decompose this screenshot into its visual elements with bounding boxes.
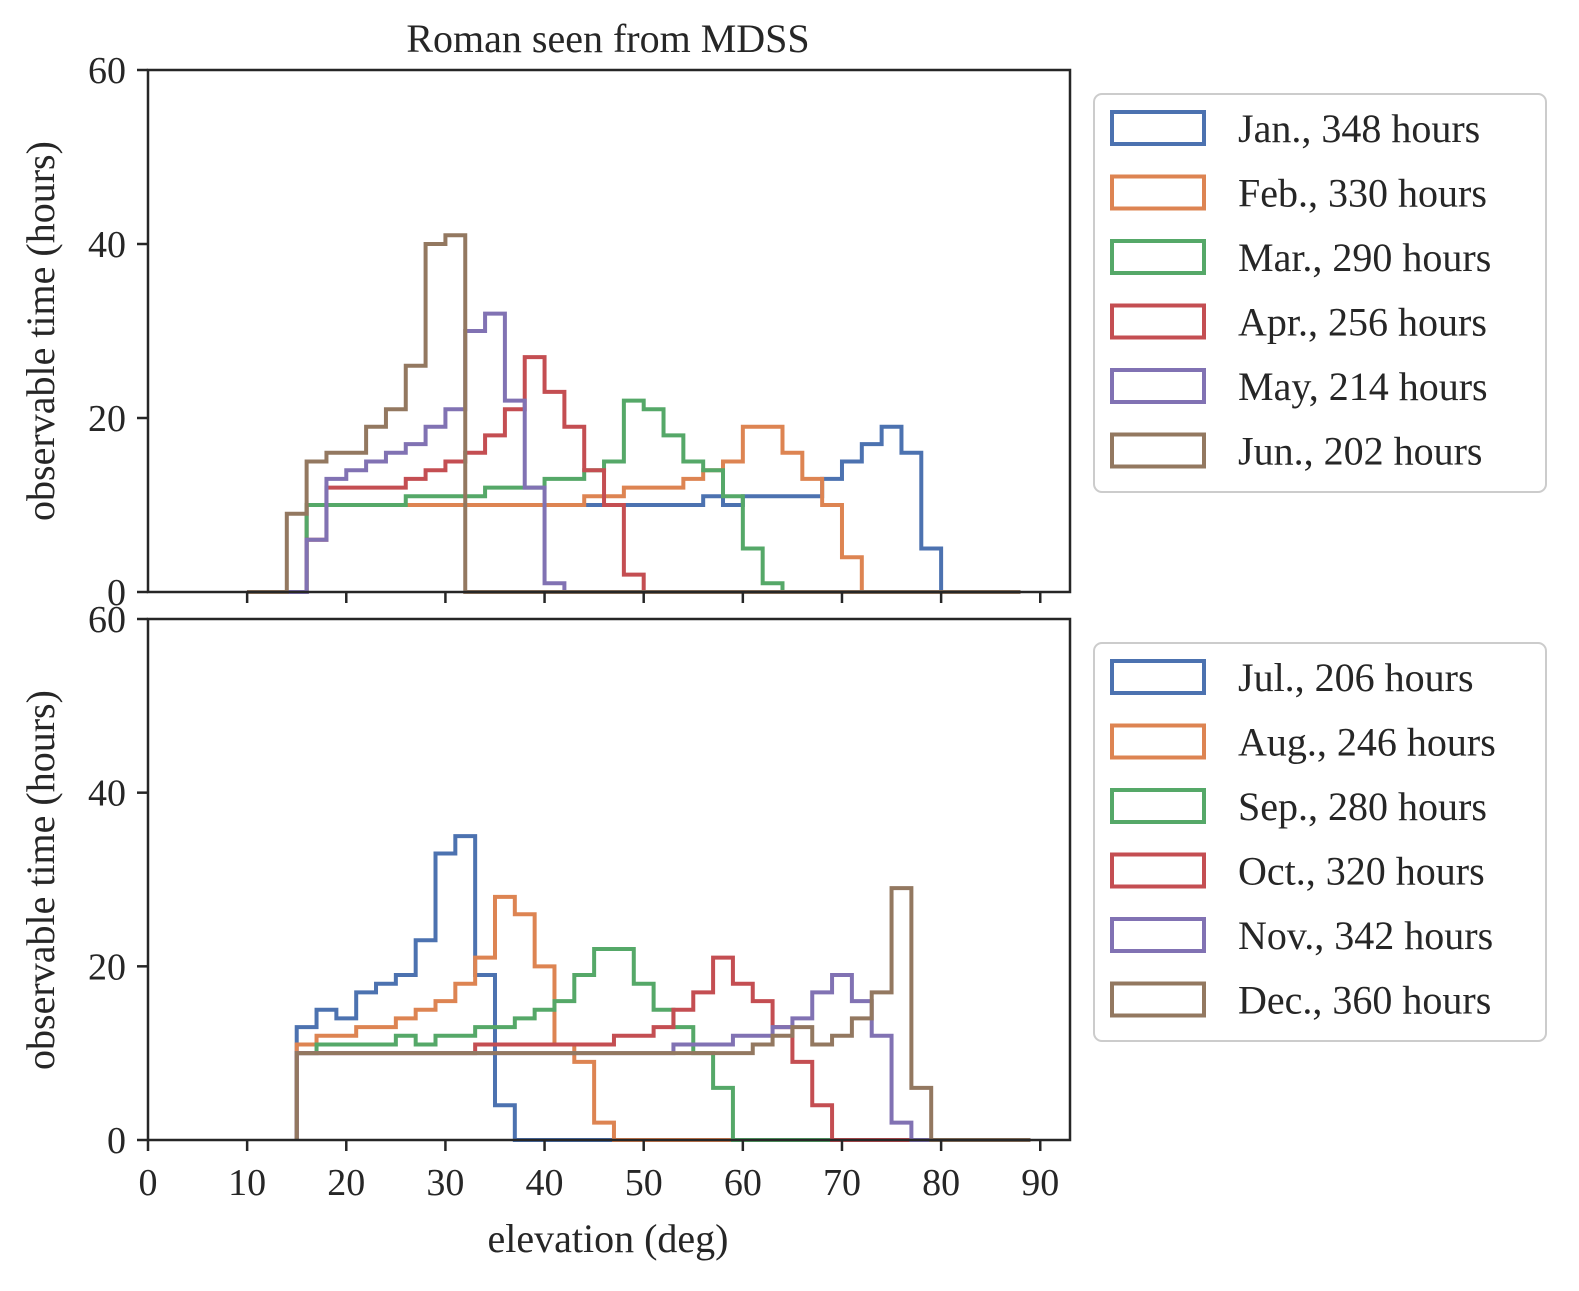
y-tick-label: 60 (88, 50, 126, 92)
x-tick-label: 20 (327, 1162, 365, 1204)
x-tick-label: 40 (526, 1162, 564, 1204)
legend-label: Jul., 206 hours (1238, 655, 1474, 700)
y-tick-label: 40 (88, 224, 126, 266)
legend-label: Sep., 280 hours (1238, 784, 1487, 829)
y-tick-label: 20 (88, 946, 126, 988)
legend-label: Feb., 330 hours (1238, 171, 1487, 216)
legend-swatch (1110, 303, 1206, 340)
bottom-histogram-panel: 0 20 40 60 0 10 20 30 40 50 60 70 80 90 (88, 599, 1072, 1204)
legend-swatch (1110, 368, 1206, 404)
legend-label: Oct., 320 hours (1238, 849, 1485, 894)
chart-title: Roman seen from MDSS (406, 16, 809, 61)
legend-swatch (1110, 852, 1206, 889)
legend-box (1093, 93, 1547, 493)
legend-label: Dec., 360 hours (1238, 978, 1491, 1023)
legend-swatch (1110, 110, 1206, 146)
x-axis-label: elevation (deg) (488, 1216, 729, 1261)
legend-label: Apr., 256 hours (1238, 300, 1487, 345)
series-line-sep (294, 946, 1031, 1142)
legend-swatch (1110, 239, 1206, 275)
y-tick-label: 60 (88, 599, 126, 641)
series-line-jun (247, 233, 1021, 594)
axes-frame (146, 617, 1072, 1142)
legend-label: Nov., 342 hours (1238, 913, 1493, 958)
series-line-aug (294, 894, 1031, 1142)
legend-swatch (1110, 981, 1206, 1018)
axes-frame (146, 68, 1072, 594)
y-tick-label: 0 (107, 1120, 126, 1162)
legend-swatch (1110, 174, 1206, 211)
legend-swatch (1110, 723, 1206, 760)
legend-swatch (1110, 788, 1206, 824)
y-tick-label: 20 (88, 398, 126, 440)
x-tick-label: 10 (228, 1162, 266, 1204)
legend-label: Jan., 348 hours (1238, 106, 1480, 151)
series-line-apr (247, 355, 1021, 594)
legend-label: Jun., 202 hours (1238, 429, 1482, 474)
bottom-y-axis-label: observable time (hours) (18, 690, 63, 1070)
legend-label: May, 214 hours (1238, 364, 1488, 409)
x-tick-label: 60 (724, 1162, 762, 1204)
y-tick-label: 0 (107, 572, 126, 614)
legend-swatch (1110, 659, 1206, 695)
legend-label: Aug., 246 hours (1238, 720, 1496, 765)
series-line-oct (294, 955, 1031, 1142)
top-legend: Jan., 348 hours Feb., 330 hours Mar., 290 … (1093, 93, 1547, 493)
x-tick-label: 30 (426, 1162, 464, 1204)
x-tick-label: 90 (1021, 1162, 1059, 1204)
x-tick-label: 0 (139, 1162, 158, 1204)
series-line-dec (294, 886, 1031, 1142)
top-histogram-panel: 0 20 40 60 (88, 50, 1072, 614)
legend-swatch (1110, 432, 1206, 469)
series-line-nov (294, 973, 1031, 1142)
x-tick-label: 50 (625, 1162, 663, 1204)
legend-label: Mar., 290 hours (1238, 235, 1491, 280)
x-tick-label: 70 (823, 1162, 861, 1204)
x-tick-label: 80 (922, 1162, 960, 1204)
legend-swatch (1110, 917, 1206, 953)
top-y-axis-label: observable time (hours) (18, 141, 63, 521)
series-line-jul (294, 834, 1031, 1142)
y-tick-label: 40 (88, 773, 126, 815)
bottom-legend: Jul., 206 hours Aug., 246 hours Sep., 280 … (1093, 642, 1547, 1042)
series-line-mar (247, 398, 1021, 594)
legend-box (1093, 642, 1547, 1042)
